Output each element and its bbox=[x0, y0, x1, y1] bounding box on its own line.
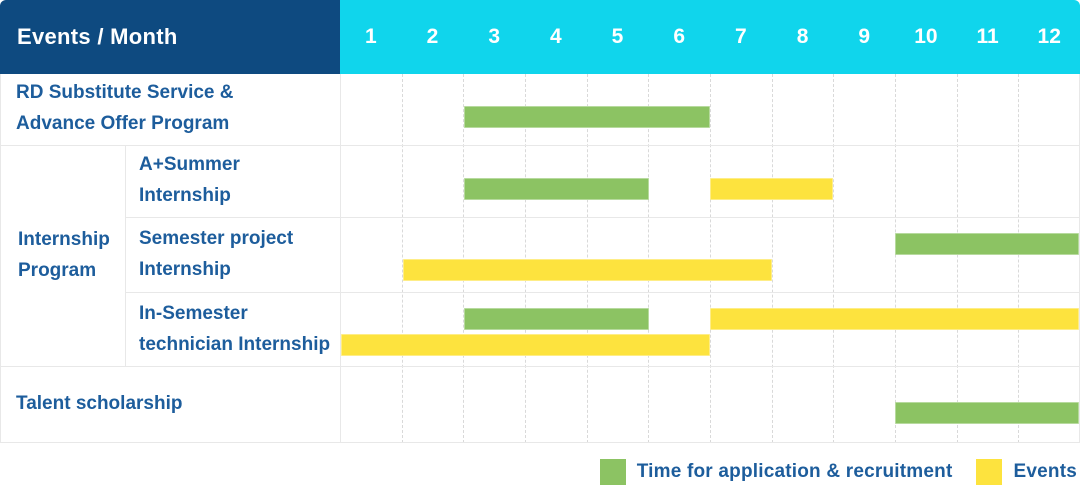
events-month-header-label: Events / Month bbox=[17, 24, 178, 49]
table-header-row: Events / Month 1 2 3 4 5 6 7 8 9 10 11 12 bbox=[0, 0, 1080, 74]
bar-events bbox=[341, 333, 710, 356]
month-header-6: 6 bbox=[673, 25, 686, 48]
legend-swatch-events bbox=[976, 459, 1003, 485]
event-row-label: A+Summer Internship bbox=[125, 145, 340, 218]
month-header-8: 8 bbox=[796, 25, 809, 48]
event-row: A+Summer Internship bbox=[1, 145, 1079, 218]
month-header-strip: 1 2 3 4 5 6 7 8 9 10 11 12 bbox=[340, 0, 1080, 74]
chart-body: RD Substitute Service & Advance Offer Pr… bbox=[0, 74, 1080, 443]
bar-events bbox=[402, 259, 772, 282]
bar-application bbox=[894, 232, 1079, 255]
event-row-label: Talent scholarship bbox=[1, 367, 340, 443]
event-row: In-Semester technician Internship bbox=[1, 293, 1079, 367]
legend: Time for application & recruitment Events bbox=[599, 459, 1077, 485]
bar-application bbox=[464, 106, 710, 129]
month-header-12: 12 bbox=[1037, 25, 1061, 48]
legend-swatch-application bbox=[599, 459, 626, 485]
bar-application bbox=[464, 307, 649, 330]
event-row-timeline bbox=[340, 218, 1079, 293]
bar-events bbox=[710, 307, 1079, 330]
event-row-timeline bbox=[340, 367, 1079, 443]
legend-item-application: Time for application & recruitment bbox=[599, 459, 953, 485]
legend-label-application: Time for application & recruitment bbox=[636, 461, 953, 482]
bar-application bbox=[464, 178, 649, 201]
legend-item-events: Events bbox=[976, 459, 1077, 485]
event-row: Talent scholarship bbox=[1, 367, 1079, 443]
event-row-timeline bbox=[340, 74, 1079, 146]
bar-events bbox=[710, 178, 833, 201]
month-header-5: 5 bbox=[611, 25, 624, 48]
month-header-10: 10 bbox=[914, 25, 938, 48]
event-row: Semester project Internship bbox=[1, 218, 1079, 293]
month-header-4: 4 bbox=[550, 25, 562, 48]
month-header-9: 9 bbox=[858, 25, 871, 48]
events-month-header-cell: Events / Month bbox=[0, 0, 340, 74]
event-row-timeline bbox=[340, 145, 1079, 218]
month-header-1: 1 bbox=[364, 25, 377, 48]
bar-application bbox=[894, 401, 1079, 424]
group-label-internship-program: Internship Program bbox=[1, 146, 125, 367]
event-row-label: RD Substitute Service & Advance Offer Pr… bbox=[1, 74, 340, 146]
legend-label-events: Events bbox=[1013, 461, 1077, 482]
event-row-label: In-Semester technician Internship bbox=[125, 293, 340, 367]
month-header-11: 11 bbox=[976, 25, 999, 48]
event-row-label: Semester project Internship bbox=[125, 218, 340, 293]
month-header-2: 2 bbox=[426, 25, 439, 48]
month-header-7: 7 bbox=[735, 25, 747, 48]
event-row-timeline bbox=[340, 293, 1079, 367]
event-row: RD Substitute Service & Advance Offer Pr… bbox=[1, 74, 1079, 146]
month-header-3: 3 bbox=[488, 25, 501, 48]
